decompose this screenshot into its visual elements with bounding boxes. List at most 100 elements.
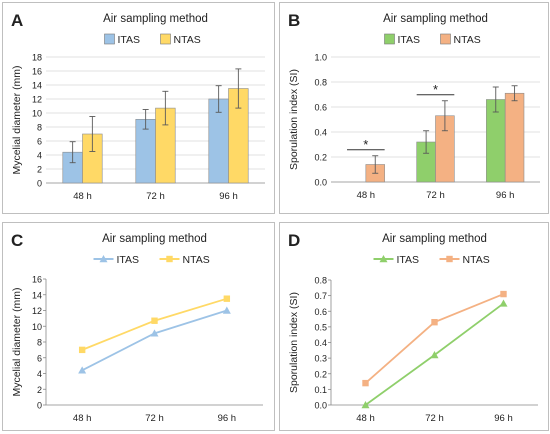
y-axis-label: Sporulation index (SI) [288,292,300,393]
legend-marker [379,255,388,263]
x-tick-label: 96 h [218,413,237,424]
y-tick-label: 0 [37,401,42,411]
y-tick-label: 0.6 [314,103,327,113]
data-point [430,351,439,359]
y-tick-label: 4 [37,151,42,161]
y-tick-label: 10 [32,109,42,119]
data-point [500,290,507,298]
data-point [431,318,438,326]
panel-letter: D [288,231,300,250]
y-tick-label: 0.5 [314,322,327,332]
x-tick-label: 96 h [496,190,515,201]
chart-title: Air sampling method [103,13,208,25]
legend-swatch [104,33,115,45]
legend-swatch [440,33,451,45]
chart-title: Air sampling method [102,233,207,245]
y-tick-label: 0 [37,179,42,189]
y-axis-label: Sporulation index (SI) [288,69,300,170]
x-tick-label: 48 h [73,191,92,202]
y-tick-label: 0.6 [314,307,327,317]
legend-label: ITAS [397,254,420,266]
x-tick-label: 72 h [145,413,164,424]
panel-b: B Air sampling method 0.0 0.2 0.4 0.6 0.8 1.0 48… [279,2,549,214]
y-tick-label: 12 [32,306,42,316]
y-axis-label: Mycelial diameter (mm) [11,287,23,396]
panel-d: D Air sampling method 0.0 0.1 0.2 0.3 0.4 0.5 0.… [279,222,549,431]
x-tick-label: 48 h [73,413,92,424]
legend-label: ITAS [398,34,421,46]
legend-item: ITAS [93,254,140,266]
y-tick-label: 10 [32,322,42,332]
legend-marker [446,255,453,263]
y-tick-label: 8 [37,123,42,133]
y-tick-label: 18 [32,53,42,63]
chart-title: Air sampling method [383,13,488,25]
legend-swatch [384,33,395,45]
y-tick-label: 0.2 [314,369,327,379]
x-tick-label: 96 h [219,191,238,202]
y-tick-label: 2 [37,385,42,395]
panel-letter: C [11,231,23,250]
legend-label: NTAS [454,34,481,46]
y-tick-label: 0.3 [314,354,327,364]
x-tick-label: 48 h [356,413,375,424]
y-tick-label: 16 [32,67,42,77]
panel-border [279,222,549,431]
legend-marker [99,255,108,263]
legend-marker [166,255,173,263]
y-tick-label: 0.4 [314,128,327,138]
legend-item: NTAS [439,254,490,266]
panel-c: C Air sampling method 0 2 4 6 8 10 12 14 16 48 h 72 … [2,222,275,431]
significance-mark: * [433,82,438,97]
data-point [78,366,87,374]
legend-swatch [160,33,171,45]
y-tick-label: 6 [37,353,42,363]
y-tick-label: 0.1 [314,385,327,395]
y-axis-label: Mycelial diameter (mm) [11,65,23,174]
legend-label: ITAS [117,254,140,266]
legend-item: ITAS [104,33,141,46]
y-tick-label: 2 [37,165,42,175]
y-tick-label: 14 [32,81,42,91]
panel-letter: B [288,11,300,30]
data-point [362,379,369,387]
y-tick-label: 4 [37,369,42,379]
x-tick-label: 72 h [426,190,445,201]
data-point [222,306,231,314]
data-point [499,299,508,307]
panel-letter: A [11,11,23,30]
y-tick-label: 0.0 [314,401,327,411]
panel-a: A Air sampling method 0 2 4 6 8 10 12 14 16 18 48 h 7… [2,2,275,214]
x-tick-label: 96 h [494,413,513,424]
y-tick-label: 0.2 [314,153,327,163]
legend-item: ITAS [384,33,421,46]
data-point [361,401,370,409]
data-point [150,329,159,337]
y-tick-label: 0.0 [314,178,327,188]
y-tick-label: 1.0 [314,53,327,63]
legend-item: NTAS [159,254,210,266]
chart-title: Air sampling method [382,233,487,245]
significance-mark: * [363,137,368,152]
data-point [223,295,231,302]
legend-label: NTAS [183,254,210,266]
legend-item: NTAS [160,33,201,46]
legend-label: ITAS [118,34,141,46]
legend-label: NTAS [174,34,201,46]
y-tick-label: 14 [32,290,42,300]
x-tick-label: 72 h [146,191,165,202]
data-point [151,317,158,324]
legend-item: ITAS [373,254,420,266]
data-point [78,346,86,354]
y-tick-label: 0.7 [314,291,327,301]
y-tick-label: 6 [37,137,42,147]
legend-label: NTAS [463,254,490,266]
x-tick-label: 72 h [425,413,444,424]
y-tick-label: 12 [32,95,42,105]
y-tick-label: 0.4 [314,338,327,348]
y-tick-label: 0.8 [314,276,327,286]
legend-item: NTAS [440,33,481,46]
x-tick-label: 48 h [357,190,376,201]
bar [504,92,525,183]
